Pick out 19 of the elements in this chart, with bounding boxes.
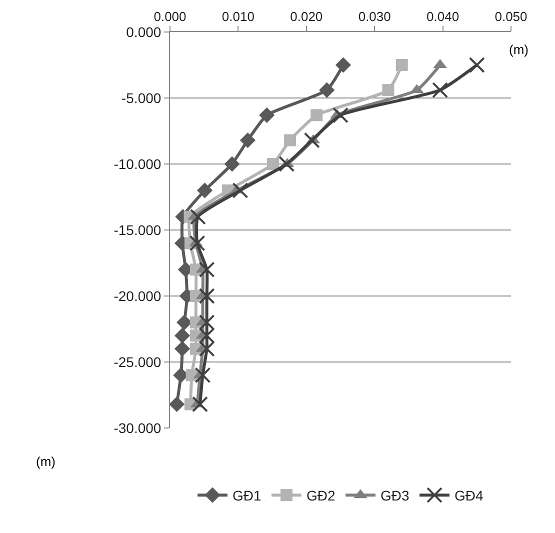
x-tick-label: 0.030: [358, 8, 391, 24]
x-tick-label: 0.010: [222, 8, 254, 24]
x-tick-label: 0.000: [154, 8, 186, 24]
legend-label: GĐ4: [454, 488, 484, 504]
legend-label: GĐ2: [306, 488, 336, 504]
y-tick-label: -15.000: [114, 222, 162, 238]
y-tick-label: 0.000: [126, 24, 162, 40]
x-tick-label: 0.020: [290, 8, 323, 24]
legend-label: GĐ1: [232, 488, 262, 504]
y-tick-label: -25.000: [114, 354, 162, 370]
y-tick-label: -5.000: [121, 90, 162, 106]
x-axis-title: (m): [509, 42, 528, 57]
legend-label: GĐ3: [380, 488, 410, 504]
x-tick-label: 0.040: [426, 8, 460, 24]
y-tick-label: -10.000: [114, 156, 162, 172]
y-tick-label: -30.000: [114, 420, 162, 436]
x-tick-label: 0.050: [494, 8, 528, 24]
y-axis-title: (m): [36, 454, 56, 469]
y-tick-label: -20.000: [114, 288, 162, 304]
